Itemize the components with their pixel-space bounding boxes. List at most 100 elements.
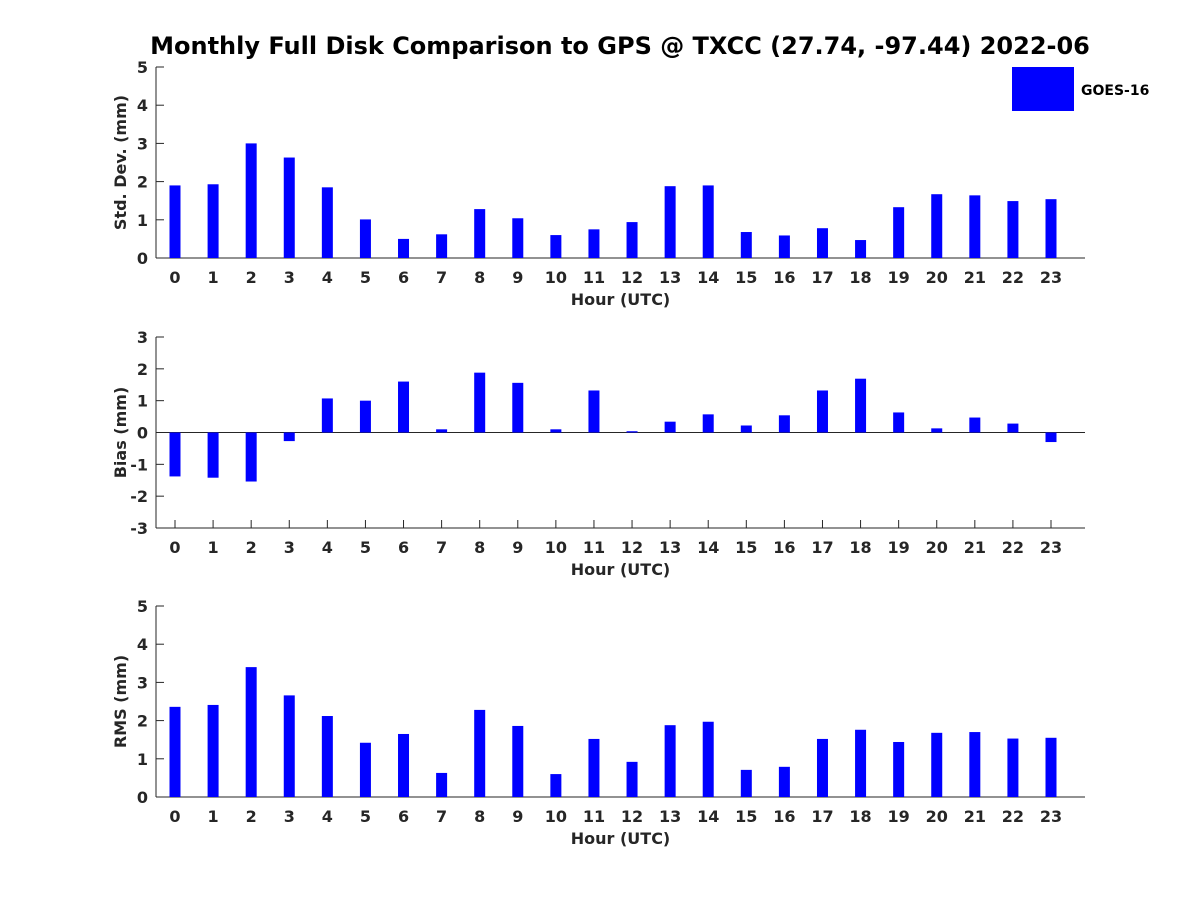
y-tick-label: 1	[137, 392, 148, 411]
bar-rms-hour-14	[702, 721, 714, 797]
x-tick-label: 3	[284, 268, 295, 287]
bar-rms-hour-8	[474, 709, 486, 797]
bar-stddev-hour-3	[283, 157, 295, 258]
bar-bias-hour-8	[474, 372, 486, 433]
x-axis-label: Hour (UTC)	[571, 290, 671, 309]
x-tick-label: 16	[773, 538, 795, 557]
x-tick-label: 2	[246, 538, 257, 557]
y-tick-label: -2	[130, 487, 148, 506]
bar-rms-hour-7	[436, 772, 448, 797]
x-tick-label: 3	[284, 807, 295, 826]
x-tick-label: 16	[773, 807, 795, 826]
y-axis-label: RMS (mm)	[111, 655, 130, 748]
y-tick-label: 5	[137, 597, 148, 616]
bar-stddev-hour-2	[245, 143, 257, 258]
y-axis-label: Std. Dev. (mm)	[111, 95, 130, 230]
x-tick-label: 13	[659, 807, 681, 826]
bar-bias-hour-20	[931, 428, 943, 433]
bar-stddev-hour-8	[474, 209, 486, 258]
bar-rms-hour-17	[816, 738, 828, 797]
x-tick-label: 21	[964, 268, 986, 287]
x-tick-label: 11	[583, 807, 605, 826]
bar-bias-hour-12	[626, 431, 638, 433]
y-tick-label: -1	[130, 455, 148, 474]
bar-rms-hour-22	[1007, 738, 1019, 797]
x-tick-label: 2	[246, 807, 257, 826]
y-tick-label: 2	[137, 712, 148, 731]
bar-bias-hour-18	[855, 378, 867, 433]
y-tick-label: 3	[137, 328, 148, 347]
bar-rms-hour-23	[1045, 737, 1057, 797]
bar-bias-hour-3	[283, 432, 295, 442]
x-tick-label: 21	[964, 807, 986, 826]
x-tick-label: 10	[545, 538, 567, 557]
bar-rms-hour-6	[398, 733, 410, 797]
bar-stddev-hour-20	[931, 194, 943, 258]
legend: GOES-16	[1012, 67, 1149, 111]
x-tick-label: 17	[811, 268, 833, 287]
y-tick-label: 2	[137, 360, 148, 379]
x-tick-label: 3	[284, 538, 295, 557]
chart-title: Monthly Full Disk Comparison to GPS @ TX…	[150, 32, 1090, 60]
bar-stddev-hour-13	[664, 186, 676, 258]
x-tick-label: 22	[1002, 538, 1024, 557]
x-tick-label: 4	[322, 268, 333, 287]
bar-stddev-hour-16	[778, 235, 790, 258]
legend-label-goes16: GOES-16	[1081, 83, 1149, 99]
bar-rms-hour-11	[588, 738, 600, 797]
bar-stddev-hour-12	[626, 222, 638, 258]
bar-rms-hour-2	[245, 667, 257, 797]
x-tick-label: 2	[246, 268, 257, 287]
bar-rms-hour-3	[283, 695, 295, 797]
y-tick-label: 2	[137, 173, 148, 192]
bar-bias-hour-6	[398, 381, 410, 433]
x-tick-label: 0	[169, 807, 180, 826]
x-tick-label: 8	[474, 538, 485, 557]
bar-stddev-hour-11	[588, 229, 600, 258]
x-tick-label: 19	[888, 538, 910, 557]
bar-bias-hour-22	[1007, 423, 1019, 433]
x-axis-label: Hour (UTC)	[571, 560, 671, 579]
bar-rms-hour-16	[778, 766, 790, 797]
x-tick-label: 5	[360, 538, 371, 557]
bar-bias-hour-7	[436, 429, 448, 433]
x-tick-label: 7	[436, 538, 447, 557]
x-tick-label: 10	[545, 807, 567, 826]
x-tick-label: 9	[512, 538, 523, 557]
bar-bias-hour-2	[245, 432, 257, 482]
x-tick-label: 19	[888, 268, 910, 287]
bar-rms-hour-18	[855, 729, 867, 797]
y-tick-label: 3	[137, 134, 148, 153]
bar-rms-hour-0	[169, 706, 181, 797]
y-axis-label: Bias (mm)	[111, 387, 130, 479]
bar-bias-hour-16	[778, 415, 790, 433]
bar-rms-hour-19	[893, 741, 905, 797]
x-tick-label: 16	[773, 268, 795, 287]
x-tick-label: 23	[1040, 268, 1062, 287]
x-tick-label: 6	[398, 538, 409, 557]
y-tick-label: 4	[137, 96, 148, 115]
y-tick-label: 0	[137, 249, 148, 268]
bar-rms-hour-9	[512, 725, 524, 797]
bar-stddev-hour-18	[855, 240, 867, 258]
bar-rms-hour-13	[664, 725, 676, 797]
bar-stddev-hour-19	[893, 207, 905, 258]
bar-rms-hour-1	[207, 704, 219, 797]
x-tick-label: 0	[169, 538, 180, 557]
x-tick-label: 0	[169, 268, 180, 287]
bar-stddev-hour-1	[207, 184, 219, 258]
x-tick-label: 14	[697, 268, 719, 287]
x-tick-label: 20	[926, 268, 948, 287]
bar-rms-hour-20	[931, 732, 943, 797]
bar-bias-hour-9	[512, 382, 524, 433]
bar-rms-hour-4	[321, 716, 333, 797]
bar-bias-hour-23	[1045, 432, 1057, 443]
bar-rms-hour-10	[550, 774, 562, 797]
bar-stddev-hour-17	[816, 228, 828, 258]
x-tick-label: 21	[964, 538, 986, 557]
bar-bias-hour-10	[550, 429, 562, 433]
x-tick-label: 5	[360, 268, 371, 287]
bar-bias-hour-11	[588, 390, 600, 433]
